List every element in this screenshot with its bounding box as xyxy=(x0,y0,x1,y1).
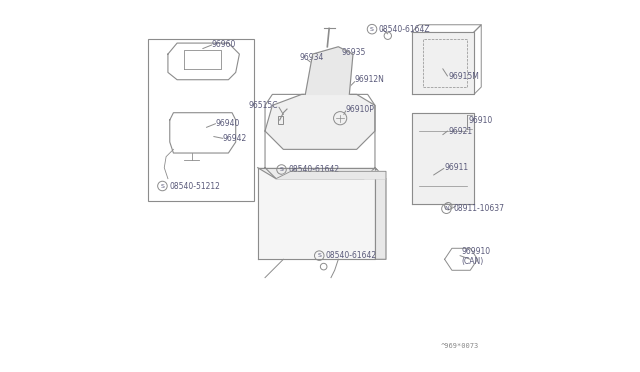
Text: S: S xyxy=(280,167,284,172)
Text: 96960: 96960 xyxy=(212,41,236,49)
Text: 96912N: 96912N xyxy=(355,75,385,84)
Text: 96921: 96921 xyxy=(448,126,472,135)
Polygon shape xyxy=(412,32,474,94)
Polygon shape xyxy=(276,171,386,179)
Text: 96910P: 96910P xyxy=(346,105,374,113)
Text: 08540-51212: 08540-51212 xyxy=(169,182,220,190)
Text: 08540-6164Z: 08540-6164Z xyxy=(379,25,430,33)
Polygon shape xyxy=(412,113,474,204)
Text: 96935: 96935 xyxy=(342,48,366,57)
Text: 08540-61642: 08540-61642 xyxy=(326,251,377,260)
Text: 96910: 96910 xyxy=(468,116,493,125)
Text: N: N xyxy=(444,206,449,211)
Text: 96934: 96934 xyxy=(300,53,324,62)
Bar xyxy=(278,116,284,124)
Text: ^969*0073: ^969*0073 xyxy=(441,343,479,349)
Polygon shape xyxy=(305,47,353,94)
Polygon shape xyxy=(258,168,386,179)
Text: 96940: 96940 xyxy=(216,119,240,128)
Polygon shape xyxy=(258,168,375,259)
Text: 08540-61642: 08540-61642 xyxy=(288,165,339,174)
Polygon shape xyxy=(375,168,386,259)
Text: 96915M: 96915M xyxy=(448,71,479,81)
Text: S: S xyxy=(370,27,374,32)
Polygon shape xyxy=(265,94,375,149)
Text: S: S xyxy=(317,253,321,258)
Text: 08911-10637: 08911-10637 xyxy=(453,204,504,213)
Text: 96515C: 96515C xyxy=(248,101,278,110)
Text: (CAN): (CAN) xyxy=(461,257,483,266)
Text: 969910: 969910 xyxy=(461,247,490,256)
Text: 96942: 96942 xyxy=(223,134,247,143)
Text: 96911: 96911 xyxy=(445,163,468,172)
Text: S: S xyxy=(161,183,164,189)
FancyBboxPatch shape xyxy=(148,39,254,201)
